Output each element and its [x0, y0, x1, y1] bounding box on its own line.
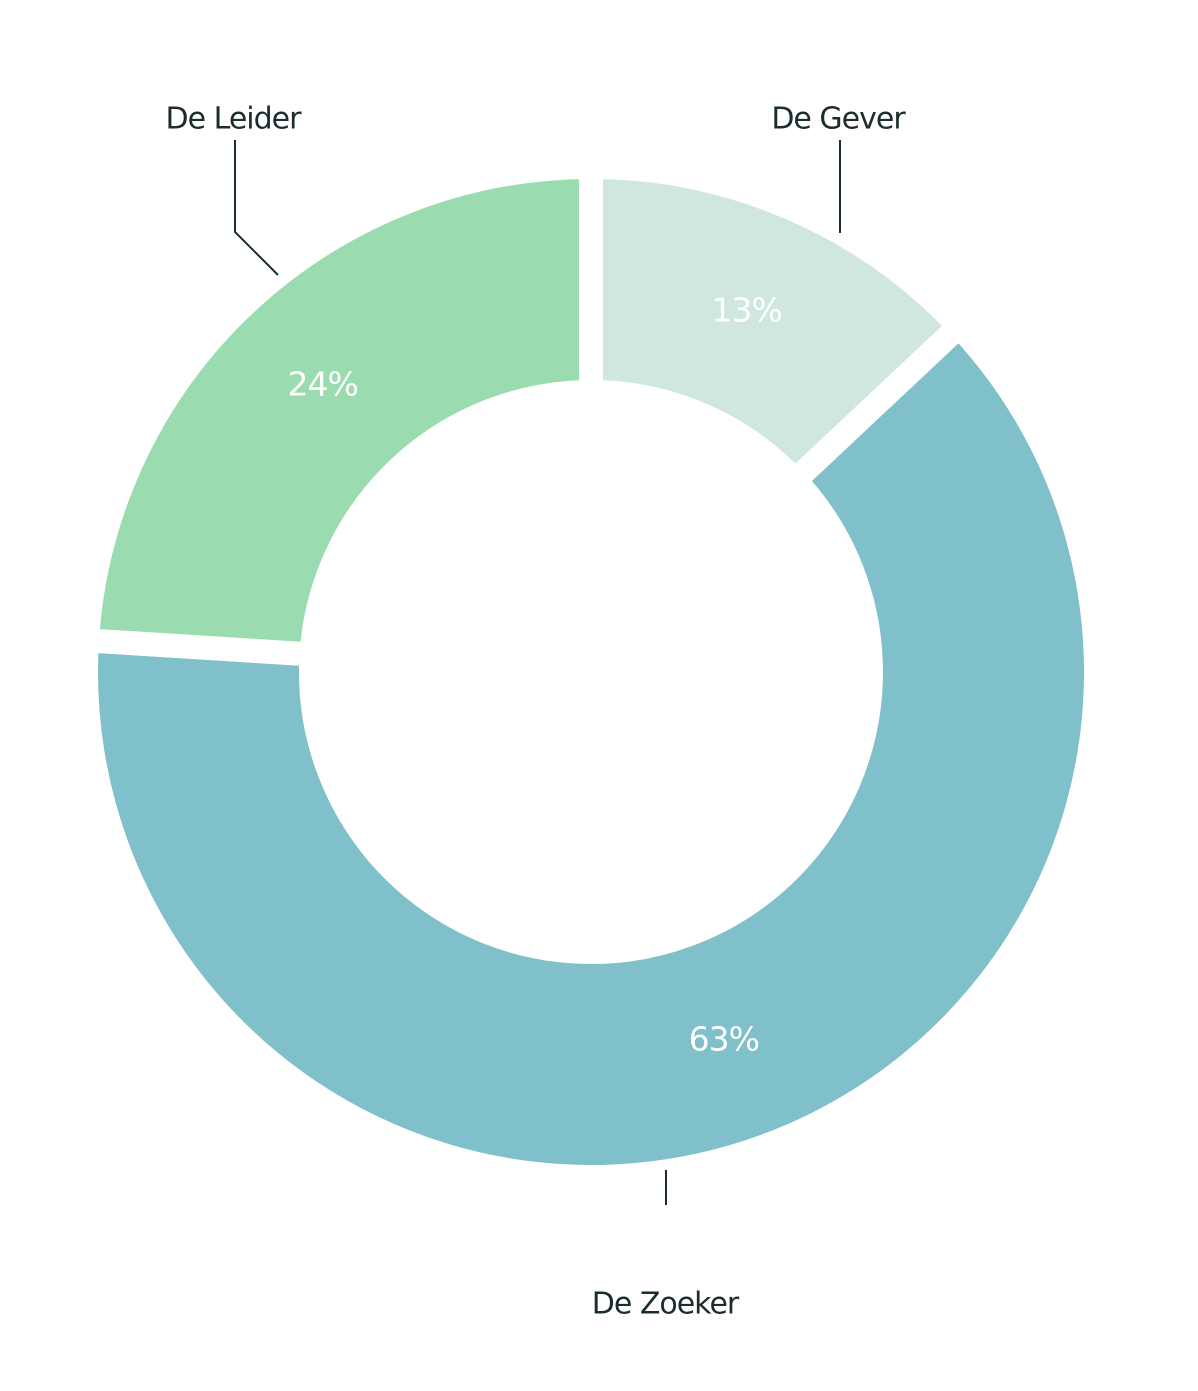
value-label: 63% [689, 1019, 759, 1058]
slice-label: De Leider [166, 102, 303, 137]
value-label: 13% [712, 291, 782, 330]
slice-label: De Gever [771, 102, 906, 137]
donut-slice [74, 314, 1108, 1189]
value-label: 24% [287, 365, 357, 404]
leader-line [234, 140, 279, 276]
slice-label: De Zoeker [592, 1287, 740, 1322]
donut-slice [74, 155, 603, 667]
